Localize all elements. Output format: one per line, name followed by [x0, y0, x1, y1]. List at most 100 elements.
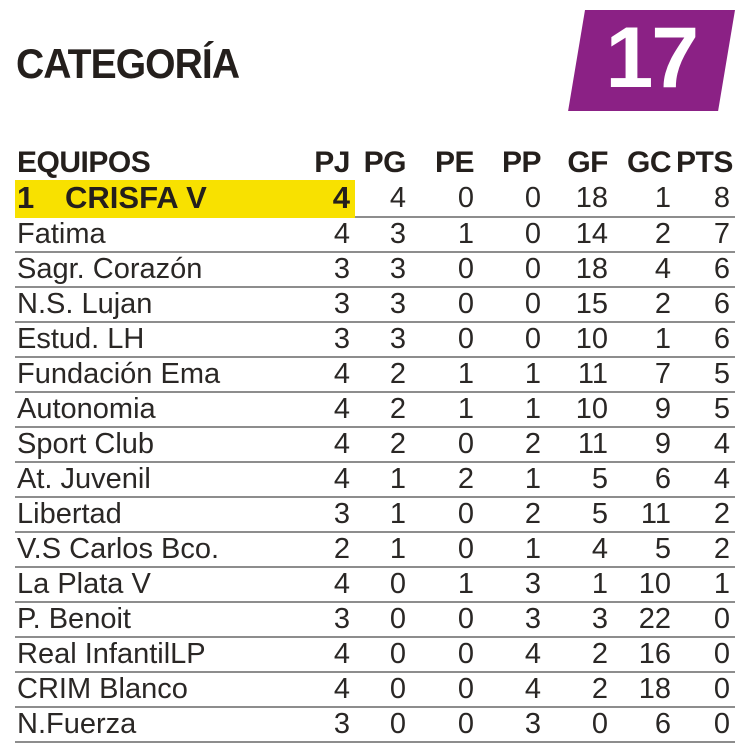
stat-value: 5	[546, 497, 613, 533]
stat-value: 3	[479, 707, 546, 743]
column-header-pj: PJ	[314, 146, 350, 179]
stat-value: 3	[546, 602, 613, 638]
column-header-pp: PP	[501, 146, 542, 179]
stat-value: 5	[676, 392, 735, 428]
stat-value: 2	[411, 462, 479, 498]
stat-value: 11	[613, 497, 676, 533]
table-row: N.S. Lujan 3 3 0 0 15 2 6	[15, 287, 735, 323]
stat-value: 3	[479, 567, 546, 603]
stat-value: 4	[309, 180, 355, 218]
team-name: N.Fuerza	[17, 708, 137, 740]
stat-value: 18	[546, 252, 613, 288]
stat-value: 6	[676, 252, 735, 288]
stat-value: 3	[355, 252, 411, 288]
stat-value: 4	[479, 637, 546, 673]
stat-value: 5	[613, 532, 676, 568]
stat-value: 18	[546, 180, 613, 218]
stat-value: 0	[355, 637, 411, 673]
stat-value: 0	[479, 322, 546, 358]
team-name: Real InfantilLP	[17, 638, 206, 670]
table-row: Sport Club 4 2 0 2 11 9 4	[15, 427, 735, 463]
stat-value: 8	[676, 180, 735, 218]
table-row: P. Benoit 3 0 0 3 3 22 0	[15, 602, 735, 638]
stat-value: 0	[479, 217, 546, 253]
stat-value: 0	[479, 180, 546, 218]
stat-value: 1	[546, 567, 613, 603]
stat-value: 2	[546, 637, 613, 673]
stat-value: 2	[613, 287, 676, 323]
stat-value: 3	[309, 602, 355, 638]
stat-value: 4	[479, 672, 546, 708]
stat-value: 0	[411, 637, 479, 673]
stat-value: 0	[411, 322, 479, 358]
stat-value: 4	[309, 427, 355, 463]
page-title: CATEGORÍA	[16, 40, 240, 87]
stat-value: 1	[676, 567, 735, 603]
table-row: At. Juvenil 4 1 2 1 5 6 4	[15, 462, 735, 498]
stat-value: 2	[479, 427, 546, 463]
team-name: Libertad	[17, 498, 122, 530]
table-row: La Plata V 4 0 1 3 1 10 1	[15, 567, 735, 603]
stat-value: 0	[411, 497, 479, 533]
stat-value: 0	[546, 707, 613, 743]
stat-value: 22	[613, 602, 676, 638]
stat-value: 0	[411, 427, 479, 463]
stat-value: 2	[479, 497, 546, 533]
stat-value: 1	[355, 532, 411, 568]
stat-value: 7	[676, 217, 735, 253]
table-body: 1 CRISFA V 4 4 0 0 18 1 8 Fatima 4 3 1 0 …	[15, 180, 735, 743]
stat-value: 1	[411, 567, 479, 603]
stat-value: 3	[355, 287, 411, 323]
team-name: Sport Club	[17, 428, 155, 460]
team-name: CRIM Blanco	[17, 673, 188, 705]
rank-label: 1	[17, 180, 35, 215]
stat-value: 2	[676, 497, 735, 533]
stat-value: 0	[355, 602, 411, 638]
team-name: Estud. LH	[17, 323, 145, 355]
stat-value: 16	[613, 637, 676, 673]
stat-value: 0	[676, 672, 735, 708]
stat-value: 1	[355, 462, 411, 498]
stat-value: 7	[613, 357, 676, 393]
stat-value: 9	[613, 392, 676, 428]
table-row: Fatima 4 3 1 0 14 2 7	[15, 217, 735, 253]
badge-number: 17	[605, 9, 698, 106]
column-header-gc: GC	[627, 146, 672, 179]
stat-value: 1	[479, 392, 546, 428]
table-row: Sagr. Corazón 3 3 0 0 18 4 6	[15, 252, 735, 288]
stat-value: 4	[309, 462, 355, 498]
table-row: Estud. LH 3 3 0 0 10 1 6	[15, 322, 735, 358]
stat-value: 1	[411, 357, 479, 393]
stat-value: 4	[309, 392, 355, 428]
table-row: CRIM Blanco 4 0 0 4 2 18 0	[15, 672, 735, 708]
stat-value: 5	[546, 462, 613, 498]
team-name: Autonomia	[17, 393, 156, 425]
stat-value: 0	[676, 707, 735, 743]
stat-value: 10	[613, 567, 676, 603]
stat-value: 2	[355, 392, 411, 428]
column-header-pts: PTS	[676, 146, 733, 179]
stat-value: 14	[546, 217, 613, 253]
stat-value: 0	[411, 252, 479, 288]
stat-value: 3	[479, 602, 546, 638]
stat-value: 4	[309, 217, 355, 253]
stat-value: 0	[355, 707, 411, 743]
stat-value: 4	[613, 252, 676, 288]
table-header-row: EQUIPOS PJ PG PE PP GF GC PTS	[15, 146, 735, 180]
stat-value: 15	[546, 287, 613, 323]
stat-value: 11	[546, 357, 613, 393]
stat-value: 18	[613, 672, 676, 708]
stat-value: 1	[479, 532, 546, 568]
stat-value: 2	[613, 217, 676, 253]
stat-value: 1	[479, 462, 546, 498]
stat-value: 0	[411, 180, 479, 218]
stat-value: 4	[309, 567, 355, 603]
stat-value: 4	[309, 357, 355, 393]
stat-value: 4	[355, 180, 411, 218]
stat-value: 5	[676, 357, 735, 393]
stat-value: 1	[411, 392, 479, 428]
stat-value: 11	[546, 427, 613, 463]
stat-value: 0	[411, 602, 479, 638]
stat-value: 0	[479, 252, 546, 288]
team-name: V.S Carlos Bco.	[17, 533, 220, 565]
